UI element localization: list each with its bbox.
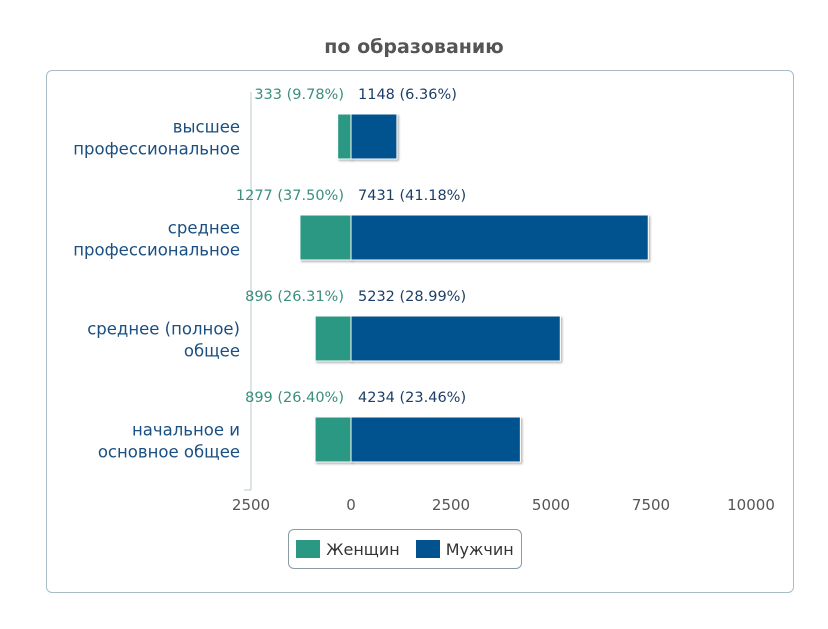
legend-swatch-female <box>296 540 321 558</box>
x-tick-label: 2500 <box>232 496 270 514</box>
legend: Женщин Мужчин <box>288 529 522 569</box>
bar-male <box>350 315 561 362</box>
legend-label-female: Женщин <box>326 539 400 559</box>
category-label: профессиональное <box>73 140 240 159</box>
category-label: начальное и <box>132 421 240 440</box>
bar-female <box>299 214 352 261</box>
legend-swatch-male <box>415 540 440 558</box>
category-label: профессиональное <box>73 241 240 260</box>
data-label-female: 1277 (37.50%) <box>236 188 344 204</box>
x-tick-label: 10000 <box>727 496 775 514</box>
bar-female <box>337 113 352 160</box>
x-tick-label: 2500 <box>432 496 470 514</box>
legend-label-male: Мужчин <box>445 539 514 559</box>
bar-male <box>350 416 521 463</box>
bar-male <box>350 113 398 160</box>
legend-item-female[interactable]: Женщин <box>296 539 400 559</box>
data-label-male: 4234 (23.46%) <box>358 390 466 406</box>
x-tick-label: 5000 <box>532 496 570 514</box>
category-label: общее <box>184 342 240 361</box>
data-label-female: 899 (26.40%) <box>245 390 344 406</box>
legend-item-male[interactable]: Мужчин <box>415 539 514 559</box>
data-label-male: 1148 (6.36%) <box>358 87 457 103</box>
data-label-male: 7431 (41.18%) <box>358 188 466 204</box>
bar-female <box>314 315 352 362</box>
plot-area: 333 (9.78%) 1148 (6.36%) высшее профессиона… <box>73 87 775 514</box>
category-label: высшее <box>173 118 240 137</box>
x-tick-label: 7500 <box>632 496 670 514</box>
category-label: среднее <box>168 219 240 238</box>
category-label: среднее (полное) <box>87 320 240 339</box>
data-label-female: 333 (9.78%) <box>254 87 344 103</box>
bar-male <box>350 214 649 261</box>
chart-frame <box>46 70 794 593</box>
x-tick-label: 0 <box>346 496 356 514</box>
data-label-female: 896 (26.31%) <box>245 289 344 305</box>
chart-title: по образованию <box>324 36 504 58</box>
bar-female <box>314 416 352 463</box>
category-label: основное общее <box>98 443 240 462</box>
data-label-male: 5232 (28.99%) <box>358 289 466 305</box>
